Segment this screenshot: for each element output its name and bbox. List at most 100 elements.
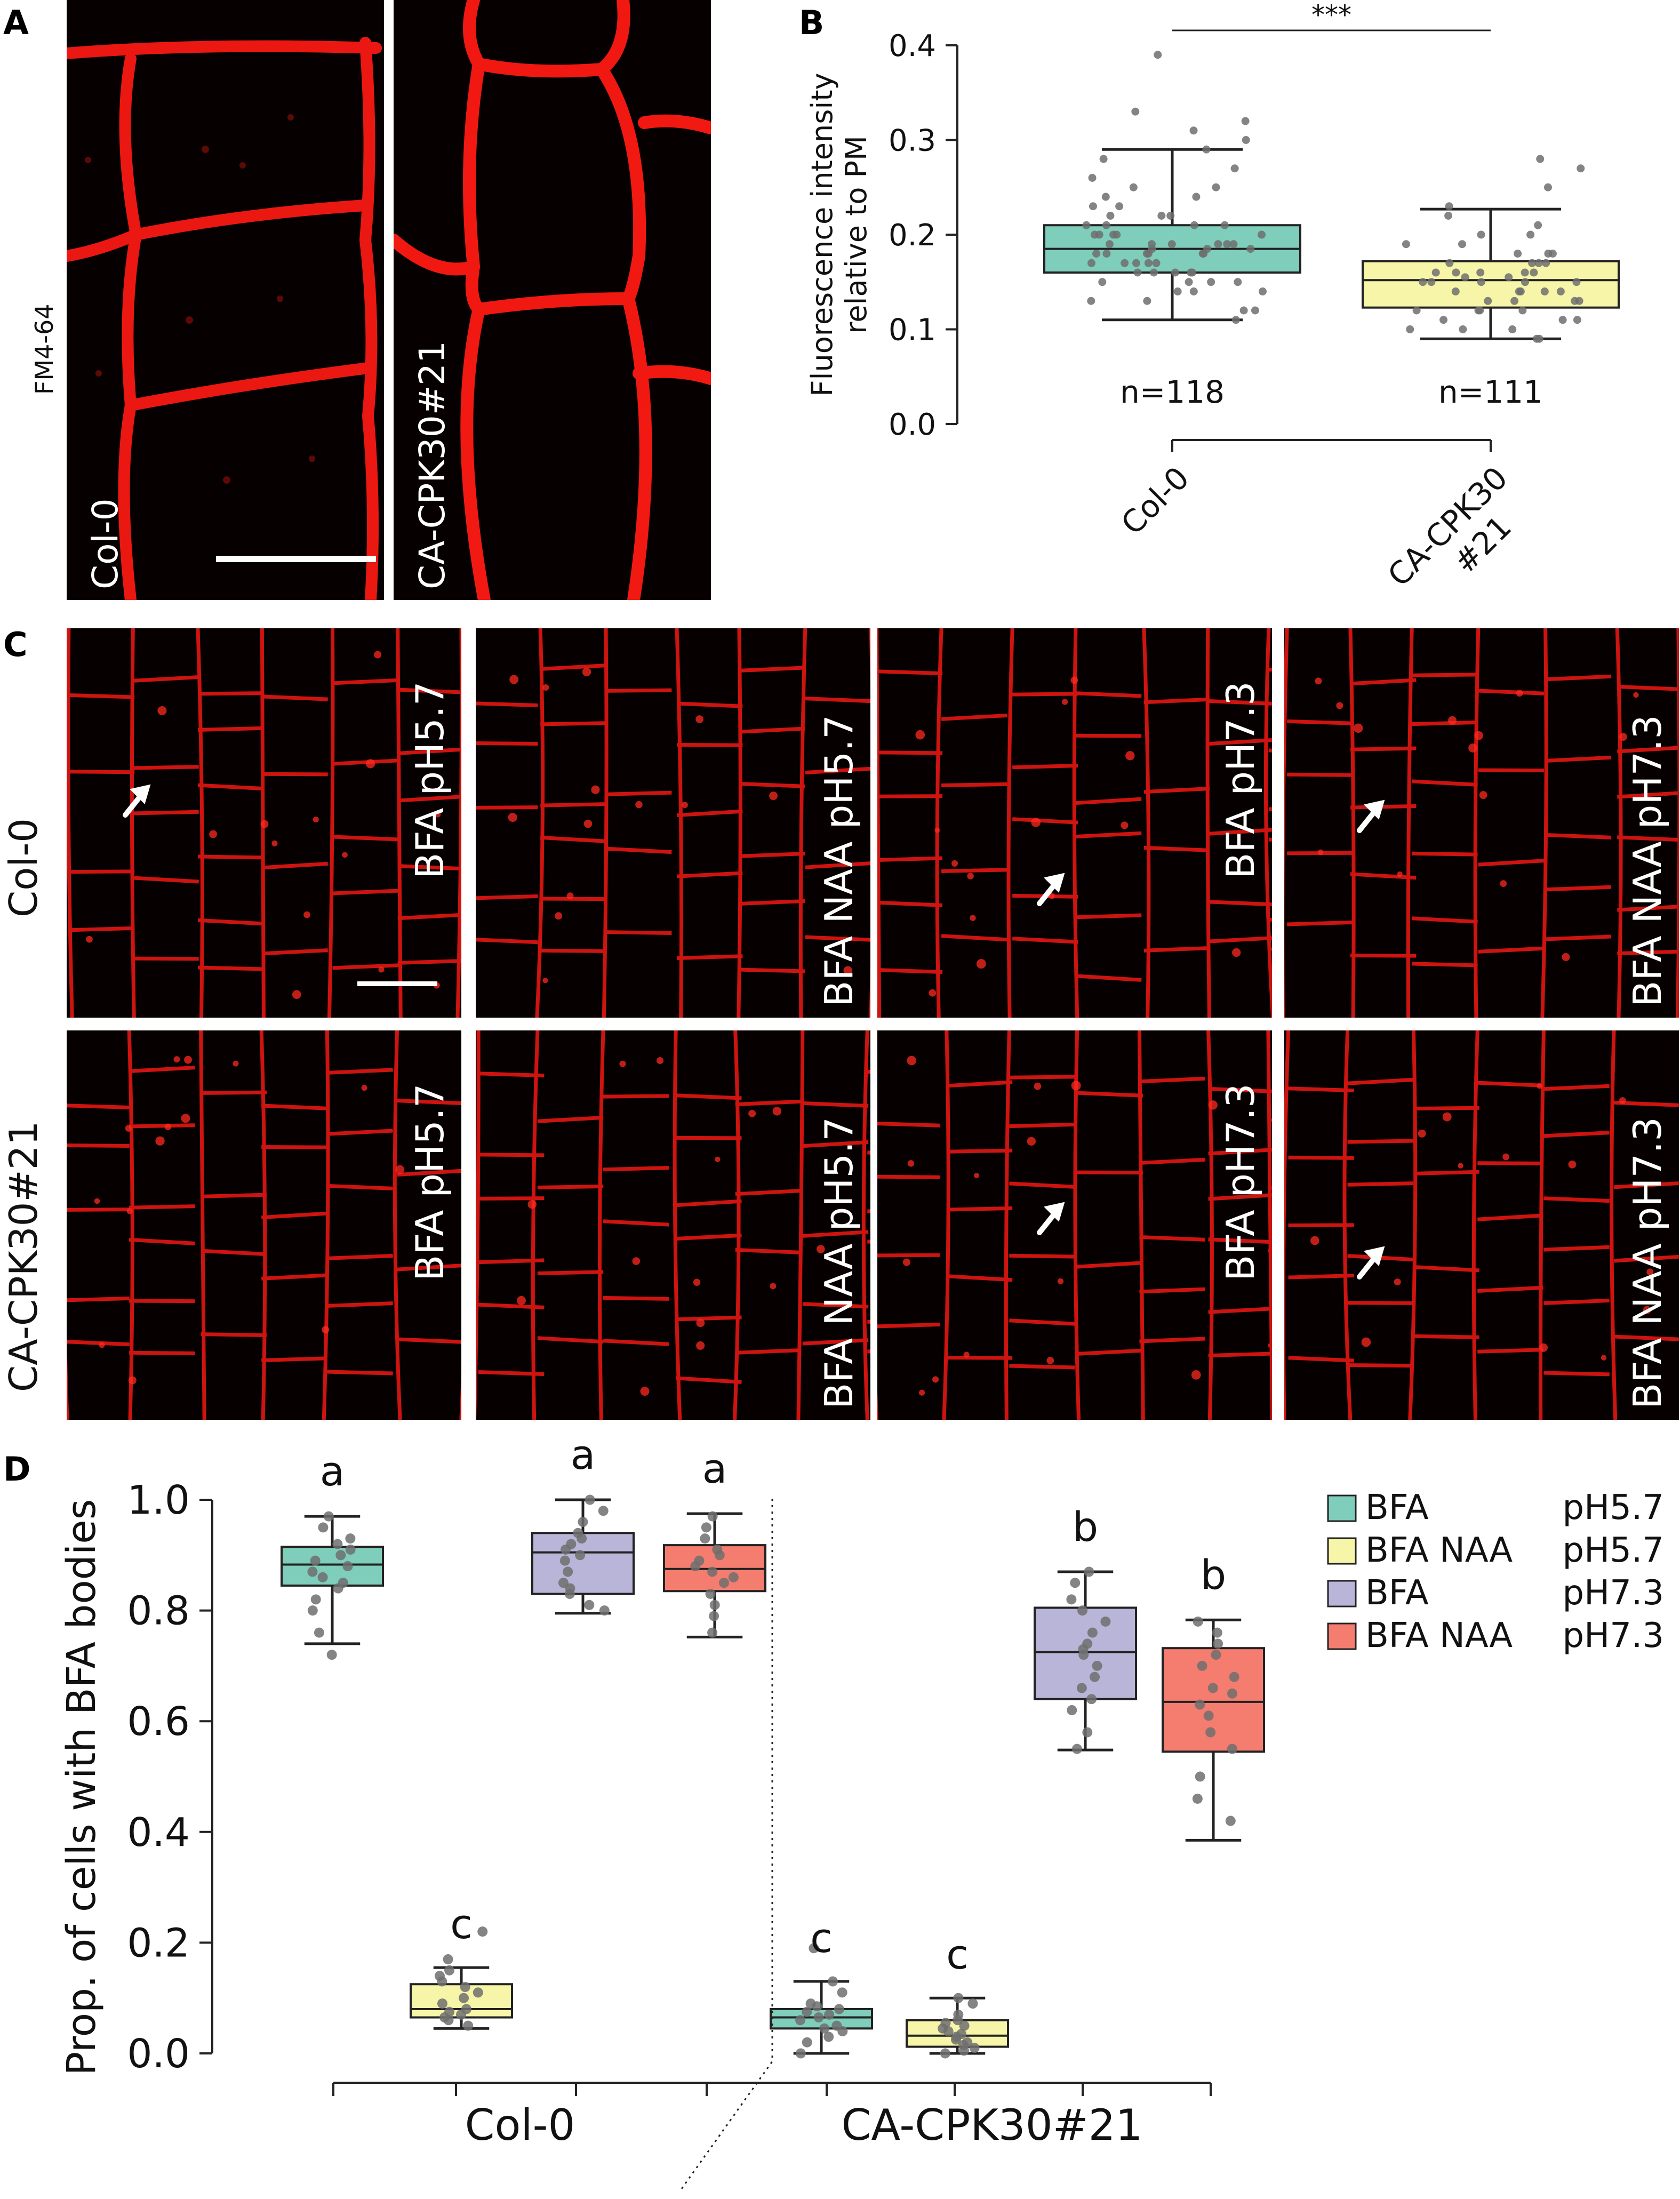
cross-wall bbox=[1288, 1273, 1355, 1280]
cross-wall bbox=[1012, 764, 1078, 770]
cross-wall bbox=[1139, 1337, 1205, 1344]
bfa-body bbox=[1619, 733, 1627, 741]
data-point bbox=[953, 1993, 964, 2003]
cross-wall bbox=[1613, 1181, 1679, 1189]
data-point bbox=[1167, 240, 1176, 249]
cross-wall bbox=[1009, 1181, 1075, 1189]
data-point bbox=[1152, 259, 1161, 267]
cross-wall bbox=[397, 913, 461, 921]
group-label: CA-CPK30#21 bbox=[842, 2100, 1143, 2150]
cross-wall bbox=[877, 794, 943, 798]
bfa-body bbox=[1516, 690, 1523, 697]
legend-ph: pH7.3 bbox=[1562, 1573, 1664, 1613]
data-point bbox=[1402, 240, 1410, 249]
data-point bbox=[1452, 268, 1460, 277]
arrow-head bbox=[1044, 1202, 1065, 1222]
cell-walls bbox=[67, 628, 461, 1018]
cross-wall bbox=[946, 1355, 1013, 1360]
data-point bbox=[1087, 259, 1095, 267]
bfa-body bbox=[1317, 849, 1324, 855]
cross-wall bbox=[1477, 1348, 1543, 1354]
cell-wall bbox=[1205, 628, 1211, 1018]
bfa-body bbox=[128, 1376, 137, 1385]
scale-bar bbox=[357, 981, 437, 986]
data-point bbox=[707, 1627, 718, 1638]
cross-wall bbox=[1412, 962, 1478, 967]
bfa-body bbox=[902, 1258, 910, 1266]
bfa-body bbox=[583, 819, 593, 828]
cell-wall bbox=[1348, 628, 1356, 1018]
bfa-body bbox=[1539, 1343, 1548, 1352]
cross-wall bbox=[1139, 1235, 1205, 1242]
cross-wall bbox=[867, 1150, 870, 1155]
box-group bbox=[663, 1511, 766, 1638]
cross-wall bbox=[1543, 1084, 1610, 1091]
cross-wall bbox=[802, 1230, 869, 1238]
data-point bbox=[460, 1981, 470, 1992]
cross-wall bbox=[1075, 913, 1142, 919]
bfa-body bbox=[566, 892, 574, 900]
cross-wall bbox=[603, 1166, 669, 1172]
cross-wall bbox=[397, 1264, 461, 1272]
cell-wall bbox=[602, 628, 609, 1018]
data-point bbox=[1526, 230, 1535, 239]
data-point bbox=[940, 2048, 950, 2059]
data-point bbox=[564, 1588, 575, 1599]
cross-wall bbox=[327, 1184, 393, 1190]
data-point bbox=[559, 1555, 570, 1566]
cross-wall bbox=[1009, 1122, 1075, 1129]
cross-wall bbox=[1613, 1334, 1679, 1341]
cross-wall bbox=[867, 1349, 870, 1354]
legend-swatch bbox=[1327, 1494, 1357, 1522]
bfa-body bbox=[1353, 723, 1363, 733]
data-point bbox=[1251, 306, 1259, 315]
bfa-body bbox=[542, 978, 548, 983]
data-point bbox=[1540, 287, 1549, 295]
cross-wall bbox=[327, 1129, 393, 1136]
bfa-body bbox=[967, 873, 974, 879]
bfa-body bbox=[693, 1278, 701, 1286]
data-point bbox=[959, 2020, 970, 2031]
data-point bbox=[345, 1544, 356, 1555]
treatment-label: BFA NAA pH5.7 bbox=[817, 715, 861, 1007]
cross-wall bbox=[133, 765, 199, 770]
micrograph-c: BFA pH7.3 bbox=[877, 1030, 1272, 1420]
data-point bbox=[1223, 240, 1231, 249]
cross-wall bbox=[1208, 1307, 1272, 1314]
group-label: Col-0 bbox=[465, 2100, 575, 2150]
cross-wall bbox=[1478, 859, 1545, 867]
bfa-body bbox=[378, 966, 385, 973]
arrow-head bbox=[130, 784, 151, 804]
bfa-body bbox=[619, 1060, 626, 1067]
y-tick-label: 0.6 bbox=[127, 1699, 190, 1745]
data-point bbox=[1242, 136, 1250, 144]
cell-network bbox=[877, 1030, 1272, 1420]
box-group bbox=[531, 1494, 635, 1616]
data-point bbox=[323, 1511, 334, 1522]
data-point bbox=[1239, 306, 1248, 315]
bfa-body bbox=[271, 840, 278, 846]
cross-wall bbox=[201, 1193, 267, 1198]
bfa-body bbox=[1336, 702, 1343, 709]
data-point bbox=[707, 1511, 718, 1522]
cell-walls bbox=[476, 628, 870, 1018]
micrograph-c: BFA NAA pH5.7 bbox=[476, 1030, 870, 1420]
data-point bbox=[823, 2032, 834, 2042]
box-group bbox=[1043, 51, 1301, 324]
data-point bbox=[326, 1650, 337, 1660]
bfa-body bbox=[313, 816, 319, 823]
cross-wall bbox=[197, 965, 264, 971]
cell-wall bbox=[396, 628, 403, 1018]
cross-wall bbox=[476, 938, 538, 945]
bfa-body bbox=[915, 730, 925, 740]
data-point bbox=[1089, 202, 1097, 211]
cross-wall bbox=[1077, 1348, 1143, 1356]
cross-wall bbox=[1413, 1334, 1479, 1339]
data-point bbox=[1211, 1650, 1221, 1660]
box-group bbox=[1362, 155, 1620, 343]
data-point bbox=[1445, 202, 1453, 211]
y-tick-label: 0.0 bbox=[889, 407, 936, 442]
cell-wall bbox=[455, 628, 461, 1018]
data-point bbox=[1106, 212, 1115, 220]
cross-wall bbox=[1139, 1076, 1205, 1084]
